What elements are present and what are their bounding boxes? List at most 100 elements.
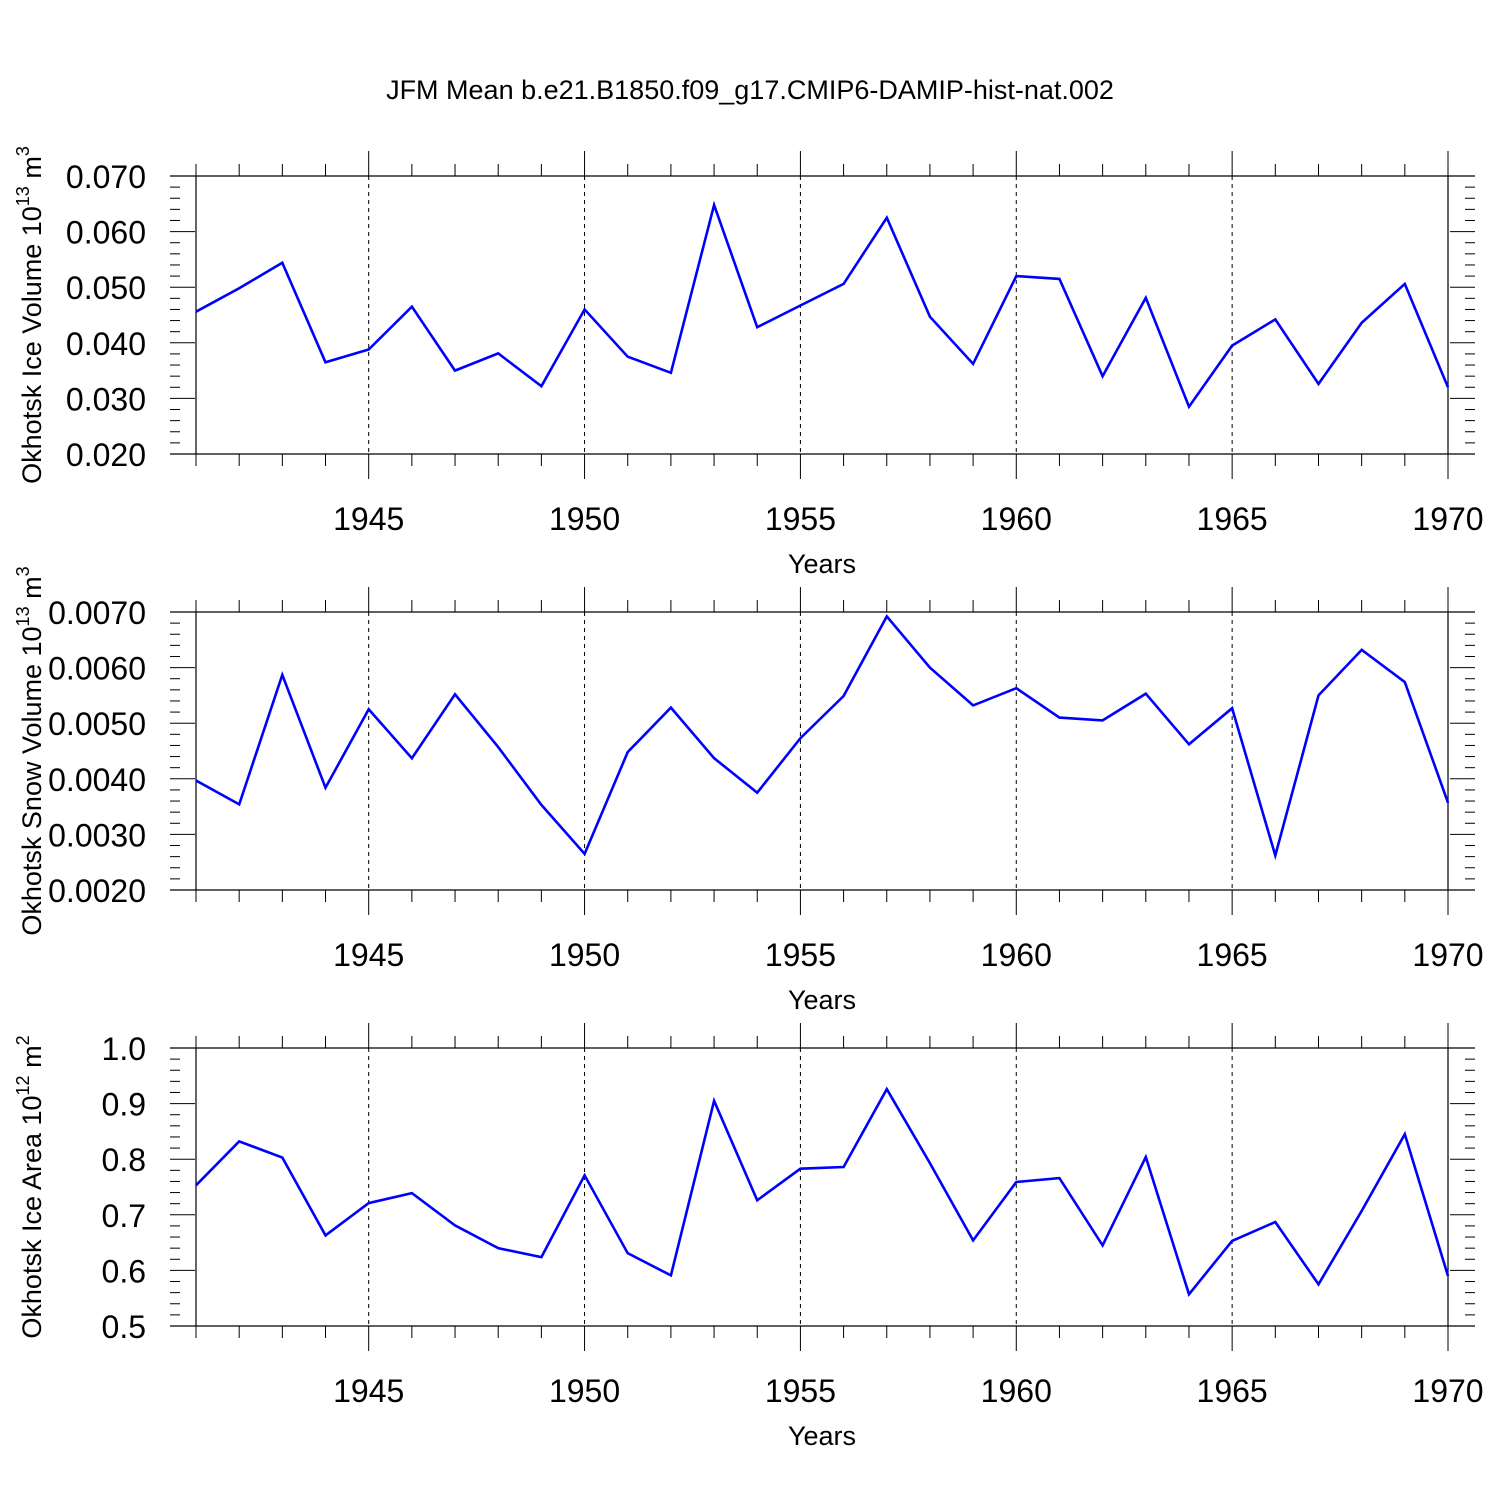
series-line: [195, 1086, 1450, 1298]
data-point: [1014, 1180, 1018, 1184]
data-point: [1014, 686, 1018, 690]
data-point: [324, 360, 328, 364]
data-point: [1273, 317, 1277, 321]
y-tick-label: 0.0040: [48, 762, 146, 798]
x-tick-label: 1945: [333, 937, 404, 973]
x-tick-label: 1970: [1412, 501, 1483, 537]
x-tick-label: 1960: [981, 1373, 1052, 1409]
data-point: [1360, 321, 1364, 325]
data-point: [1057, 716, 1061, 720]
data-point: [626, 750, 630, 754]
y-axis-label: Okhotsk Ice Area 1012 m2: [13, 1035, 47, 1338]
data-point: [1316, 1282, 1320, 1286]
data-point: [1316, 382, 1320, 386]
data-point: [1446, 385, 1450, 389]
data-point: [1316, 693, 1320, 697]
y-tick-label: 0.030: [66, 381, 146, 417]
y-axis-label: Okhotsk Ice Volume 1013 m3: [13, 146, 47, 484]
x-tick-label: 1950: [549, 937, 620, 973]
data-point: [626, 1251, 630, 1255]
x-tick-label: 1955: [765, 937, 836, 973]
data-point: [1187, 405, 1191, 409]
data-point: [971, 362, 975, 366]
y-tick-label: 0.050: [66, 270, 146, 306]
data-point: [1101, 374, 1105, 378]
data-point: [496, 745, 500, 749]
data-point: [280, 261, 284, 265]
data-point: [971, 1238, 975, 1242]
y-tick-label: 0.0020: [48, 873, 146, 909]
data-point: [410, 305, 414, 309]
y-tick-label: 0.8: [102, 1142, 146, 1178]
y-tick-label: 0.6: [102, 1253, 146, 1289]
y-tick-label: 0.0050: [48, 706, 146, 742]
data-point: [539, 1255, 543, 1259]
data-point: [798, 304, 802, 308]
x-tick-label: 1945: [333, 501, 404, 537]
data-point: [1403, 282, 1407, 286]
data-point: [453, 692, 457, 696]
y-tick-label: 0.0060: [48, 651, 146, 687]
panel-3: 0.5 0.6 0.7 0.8 0.9 1.0 1945 1950 1955 1960 1965 19…: [13, 1023, 1484, 1451]
data-point: [539, 803, 543, 807]
data-point: [885, 614, 889, 618]
x-tick-label: 1950: [549, 501, 620, 537]
data-point: [928, 1161, 932, 1165]
data-point: [842, 1165, 846, 1169]
data-point: [280, 673, 284, 677]
data-point: [237, 802, 241, 806]
data-point: [583, 307, 587, 311]
y-axis-label: Okhotsk Snow Volume 1013 m3: [13, 566, 47, 935]
data-point: [626, 355, 630, 359]
data-point: [798, 736, 802, 740]
series-line: [195, 200, 1450, 410]
y-tick-label: 0.5: [102, 1309, 146, 1345]
data-point: [539, 384, 543, 388]
x-axis-label: Years: [788, 1421, 856, 1451]
panel-1: 0.020 0.030 0.040 0.050 0.060 0.070 1945 1950 19…: [13, 146, 1484, 579]
data-point: [885, 216, 889, 220]
y-tick-label: 0.0070: [48, 595, 146, 631]
data-point: [410, 756, 414, 760]
x-axis-label: Years: [788, 985, 856, 1015]
panel-2: 0.0020 0.0030 0.0040 0.0050 0.0060 0.0070 1945…: [13, 566, 1484, 1015]
data-point: [324, 1233, 328, 1237]
data-point: [669, 1273, 673, 1277]
data-point: [237, 286, 241, 290]
data-point: [496, 1246, 500, 1250]
data-point: [1230, 1239, 1234, 1243]
data-point: [798, 1167, 802, 1171]
chart-title: JFM Mean b.e21.B1850.f09_g17.CMIP6-DAMIP…: [386, 75, 1114, 105]
data-point: [583, 1173, 587, 1177]
y-tick-label: 0.0030: [48, 817, 146, 853]
x-tick-label: 1965: [1197, 1373, 1268, 1409]
data-point: [1144, 692, 1148, 696]
data-point: [1187, 1292, 1191, 1296]
data-point: [237, 1139, 241, 1143]
data-point: [367, 347, 371, 351]
data-point: [1403, 680, 1407, 684]
y-tick-label: 0.9: [102, 1087, 146, 1123]
x-tick-label: 1965: [1197, 501, 1268, 537]
data-point: [324, 786, 328, 790]
data-point: [669, 706, 673, 710]
y-tick-label: 0.040: [66, 326, 146, 362]
data-point: [1273, 854, 1277, 858]
data-point: [1101, 718, 1105, 722]
data-point: [453, 369, 457, 373]
data-point: [1057, 277, 1061, 281]
data-point: [1230, 344, 1234, 348]
data-point: [1403, 1132, 1407, 1136]
y-tick-label: 0.020: [66, 437, 146, 473]
data-point: [453, 1223, 457, 1227]
data-point: [928, 315, 932, 319]
x-tick-label: 1950: [549, 1373, 620, 1409]
x-tick-label: 1965: [1197, 937, 1268, 973]
x-tick-label: 1960: [981, 501, 1052, 537]
y-tick-label: 0.070: [66, 159, 146, 195]
data-point: [194, 778, 198, 782]
data-point: [194, 1183, 198, 1187]
y-tick-label: 0.060: [66, 215, 146, 251]
